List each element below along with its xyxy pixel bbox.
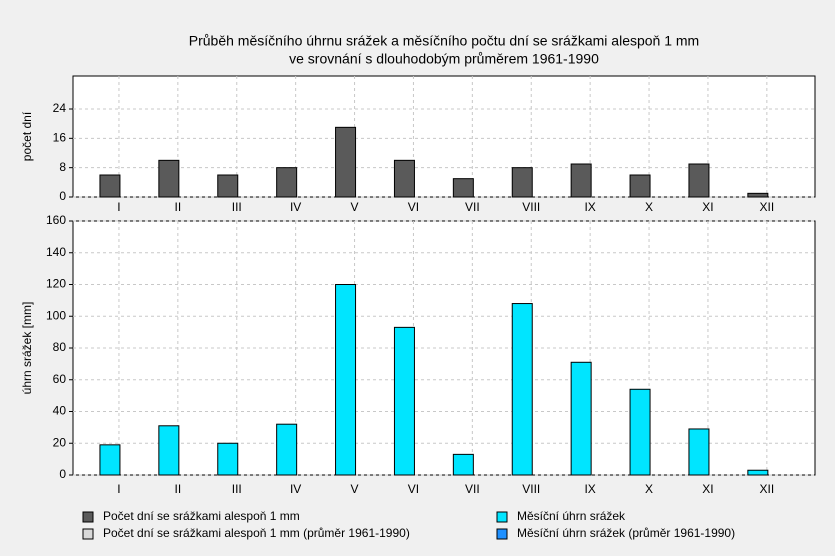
x-tick-label: V xyxy=(351,482,359,496)
x-tick-label: XI xyxy=(702,482,713,496)
x-tick-label: VIII xyxy=(522,200,540,214)
chart-subtitle: ve srovnání s dlouhodobým průměrem 1961-… xyxy=(289,51,599,67)
bar xyxy=(217,442,239,476)
x-tick-label: VI xyxy=(408,200,419,214)
y-tick-label: 60 xyxy=(53,372,67,386)
x-tick-label: VIII xyxy=(522,482,540,496)
bar xyxy=(393,159,415,198)
bar xyxy=(217,174,239,198)
bar xyxy=(99,174,121,198)
x-tick-label: V xyxy=(351,200,359,214)
x-tick-label: II xyxy=(175,482,182,496)
bar xyxy=(511,303,533,476)
x-tick-label: III xyxy=(232,482,242,496)
legend-label: Počet dní se srážkami alespoň 1 mm xyxy=(103,509,300,523)
x-tick-label: II xyxy=(175,200,182,214)
legend-swatch xyxy=(496,511,508,523)
y-tick-label: 0 xyxy=(59,189,66,203)
bar xyxy=(335,126,357,198)
legend-swatch xyxy=(82,511,94,523)
x-tick-label: I xyxy=(117,200,120,214)
bar xyxy=(747,469,769,476)
bar xyxy=(511,167,533,198)
y-tick-label: 24 xyxy=(53,101,67,115)
x-tick-label: XII xyxy=(760,482,775,496)
y-axis-label: počet dní xyxy=(20,111,34,161)
legend-swatch xyxy=(82,528,94,540)
x-tick-label: III xyxy=(232,200,242,214)
bar xyxy=(570,361,592,476)
chart-title: Průběh měsíčního úhrnu srážek a měsíčníh… xyxy=(189,33,699,49)
x-tick-label: IV xyxy=(290,482,301,496)
bar xyxy=(629,388,651,476)
y-tick-label: 100 xyxy=(46,308,66,322)
y-tick-label: 20 xyxy=(53,435,67,449)
x-tick-label: X xyxy=(645,482,653,496)
y-tick-label: 16 xyxy=(53,131,67,145)
y-tick-label: 8 xyxy=(59,160,66,174)
legend-label: Měsíční úhrn srážek (průměr 1961-1990) xyxy=(517,526,735,540)
x-tick-label: XI xyxy=(702,200,713,214)
bar xyxy=(335,284,357,476)
bar xyxy=(452,453,474,476)
bar xyxy=(158,425,180,476)
bar xyxy=(629,174,651,198)
bar xyxy=(688,163,710,198)
y-tick-label: 140 xyxy=(46,245,66,259)
bar xyxy=(452,178,474,198)
legend-label: Měsíční úhrn srážek xyxy=(517,509,626,523)
bar xyxy=(99,444,121,476)
y-tick-label: 120 xyxy=(46,277,66,291)
x-tick-label: VI xyxy=(408,482,419,496)
y-tick-label: 80 xyxy=(53,340,67,354)
legend-swatch xyxy=(496,528,508,540)
legend-label: Počet dní se srážkami alespoň 1 mm (prům… xyxy=(103,526,410,540)
y-tick-label: 40 xyxy=(53,404,67,418)
bar xyxy=(158,159,180,198)
bar xyxy=(276,423,298,476)
y-axis-label: úhrn srážek [mm] xyxy=(20,302,34,395)
x-tick-label: IX xyxy=(584,200,595,214)
bar xyxy=(747,192,769,198)
x-tick-label: VII xyxy=(465,200,480,214)
x-tick-label: I xyxy=(117,482,120,496)
x-tick-label: VII xyxy=(465,482,480,496)
x-tick-label: IX xyxy=(584,482,595,496)
y-tick-label: 0 xyxy=(59,467,66,481)
x-tick-label: X xyxy=(645,200,653,214)
y-tick-label: 160 xyxy=(46,213,66,227)
x-tick-label: XII xyxy=(760,200,775,214)
x-tick-label: IV xyxy=(290,200,301,214)
bar xyxy=(393,326,415,476)
bar xyxy=(570,163,592,198)
bar xyxy=(688,428,710,476)
bar xyxy=(276,167,298,198)
